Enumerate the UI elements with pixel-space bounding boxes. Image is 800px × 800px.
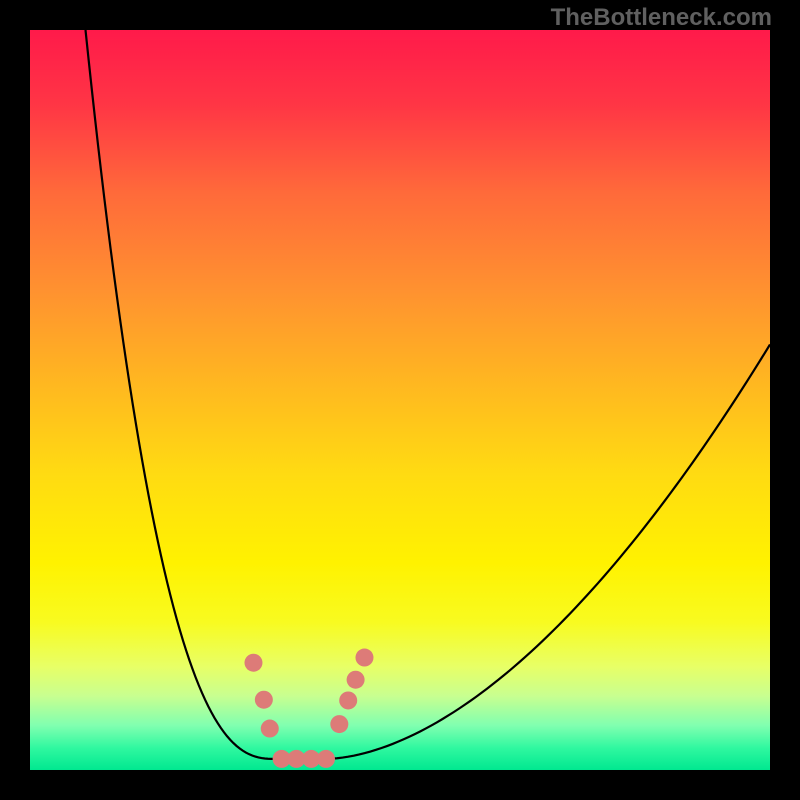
data-marker — [355, 649, 373, 667]
data-marker — [255, 691, 273, 709]
data-marker — [347, 671, 365, 689]
data-marker — [317, 750, 335, 768]
data-marker — [244, 654, 262, 672]
data-marker — [261, 720, 279, 738]
watermark-text: TheBottleneck.com — [551, 4, 772, 32]
curve-path — [86, 30, 771, 759]
data-marker — [330, 715, 348, 733]
bottleneck-curve — [30, 30, 770, 770]
plot-area — [30, 30, 770, 770]
data-marker — [339, 691, 357, 709]
